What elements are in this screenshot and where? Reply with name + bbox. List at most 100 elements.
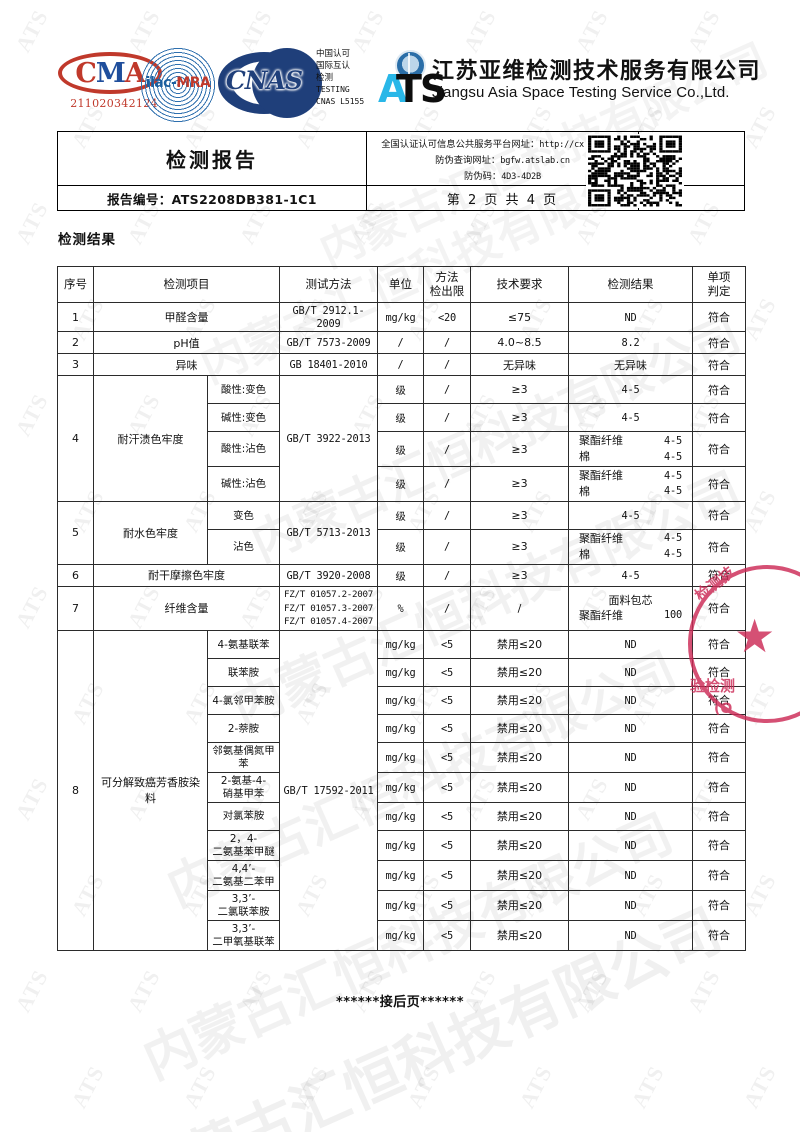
- antifake-code: 4D3-4D2B: [501, 171, 541, 182]
- cell-verdict: 符合: [692, 801, 746, 831]
- cell-test-method: GB/T 7573-2009: [279, 331, 378, 355]
- ilac-mra-logo: ilac-MRA: [140, 47, 216, 123]
- cell-verdict: 符合: [692, 829, 746, 861]
- cell-serial-number: 4: [57, 375, 94, 502]
- cell-detection-limit: /: [423, 331, 471, 355]
- cell-verdict: 符合: [692, 657, 746, 687]
- cell-result: 聚酯纤维 4-5 棉 4-5: [568, 466, 693, 502]
- company-name-en: Jiangsu Asia Space Testing Service Co.,L…: [432, 84, 730, 101]
- antifake-code-line: 防伪码：4D3-4D2B: [375, 169, 630, 185]
- cell-test-method: GB/T 3920-2008: [279, 563, 378, 587]
- cell-test-method: GB 18401-2010: [279, 353, 378, 377]
- ats-letter-a: A: [378, 67, 408, 111]
- table-row: 6 耐干摩擦色牢度 GB/T 3920-2008 级 / ≥3 4-5 符合: [57, 563, 746, 587]
- cell-test-item: pH值: [93, 331, 280, 355]
- cell-serial-number: 2: [57, 331, 94, 355]
- cell-test-subitem: 4-氯邻甲苯胺: [207, 685, 280, 715]
- cell-verdict: 符合: [692, 528, 746, 565]
- cell-test-method: GB/T 3922-2013: [279, 375, 378, 502]
- col-header-verdict-l1: 单项: [707, 270, 731, 284]
- report-title-box: 检测报告 全国认证认可信息公共服务平台网址：http://cx.cnca.cn …: [57, 131, 745, 211]
- col-header-unit: 单位: [377, 265, 424, 304]
- mra-label-text: MRA: [176, 75, 211, 91]
- table-row: 3,3’- 二甲氧基联苯 mg/kg <5 禁用≤20 ND 符合: [58, 919, 746, 951]
- cma-letter-m: M: [95, 57, 126, 89]
- cell-requirement: 禁用≤20: [470, 829, 569, 861]
- col-header-no: 序号: [57, 265, 94, 304]
- cell-result: ND: [568, 771, 693, 803]
- cell-detection-limit: /: [423, 375, 471, 405]
- cell-detection-limit: <5: [423, 713, 471, 743]
- report-title-cell: 检测报告: [58, 132, 367, 185]
- cell-requirement: ≥3: [470, 403, 569, 433]
- cell-test-subitem: 2-氨基-4- 硝基甲苯: [207, 771, 280, 803]
- cell-test-subitem: 2-萘胺: [207, 713, 280, 743]
- cnas-logo: CNAS: [218, 48, 322, 122]
- cell-verdict: 符合: [692, 585, 746, 631]
- table-row: 2 pH值 GB/T 7573-2009//4.0~8.5 8.2 符合: [57, 331, 746, 355]
- table-row: 2-氨基-4- 硝基甲苯 mg/kg <5 禁用≤20 ND 符合: [58, 771, 746, 803]
- cell-verdict: 符合: [692, 431, 746, 467]
- cell-detection-limit: <5: [423, 859, 471, 891]
- cell-result: ND: [568, 889, 693, 921]
- cell-result: 4-5: [568, 500, 693, 530]
- cell-unit: 级: [377, 431, 424, 467]
- cell-detection-limit: /: [423, 585, 471, 631]
- cell-requirement: ≥3: [470, 375, 569, 405]
- table-row: 酸性:沾色 级 / ≥3 聚酯纤维 4-5 棉 4-5 符合: [58, 431, 746, 467]
- cell-requirement: 禁用≤20: [470, 801, 569, 831]
- cell-detection-limit: /: [423, 563, 471, 587]
- cell-unit: %: [377, 585, 424, 631]
- cnas-line-4: TESTING: [316, 85, 350, 95]
- cell-requirement: 禁用≤20: [470, 889, 569, 921]
- col-header-verdict-l2: 判定: [707, 283, 731, 298]
- cell-test-item: 甲醛含量: [93, 302, 280, 333]
- antifake-url: bgfw.atslab.cn: [500, 155, 570, 166]
- cell-test-subitem: 碱性:变色: [207, 403, 280, 433]
- cell-requirement: ≥3: [470, 563, 569, 587]
- cell-result: 4-5: [568, 563, 693, 587]
- cell-detection-limit: /: [423, 353, 471, 377]
- cell-test-method: GB/T 17592-2011: [279, 629, 378, 951]
- cell-requirement: 禁用≤20: [470, 919, 569, 951]
- cell-requirement: 禁用≤20: [470, 859, 569, 891]
- cell-detection-limit: /: [423, 500, 471, 530]
- cell-serial-number: 5: [57, 500, 94, 565]
- cell-unit: mg/kg: [377, 889, 424, 921]
- cell-test-subitem: 酸性:沾色: [207, 431, 280, 467]
- table-head: 序号 检测项目 测试方法 单位 方法 检出限 技术要求 检测结果 单项 判定: [57, 265, 746, 304]
- col-header-method: 测试方法: [279, 265, 378, 304]
- cell-detection-limit: /: [423, 466, 471, 502]
- cell-test-subitem: 酸性:变色: [207, 375, 280, 405]
- watermark-ats: ATS: [10, 581, 54, 633]
- cell-result: ND: [568, 302, 693, 333]
- report-number-cell: 报告编号：ATS2208DB381-1C1: [58, 186, 367, 211]
- cnas-wordmark: CNAS: [225, 66, 303, 95]
- ilac-label-text: ilac-: [145, 75, 177, 91]
- cell-unit: mg/kg: [377, 801, 424, 831]
- report-header: CM A 211020342124 ilac-MRA CNAS 中国认可 国际互认…: [0, 0, 800, 128]
- company-name-cn: 江苏亚维检测技术服务有限公司: [432, 59, 762, 84]
- cell-test-subitem: 变色: [207, 500, 280, 530]
- cell-detection-limit: <5: [423, 829, 471, 861]
- cell-requirement: 4.0~8.5: [470, 331, 569, 355]
- cell-test-subitem: 4-氨基联苯: [207, 629, 280, 659]
- cell-detection-limit: <5: [423, 919, 471, 951]
- cell-verdict: 符合: [692, 629, 746, 659]
- watermark-ats: ATS: [10, 197, 54, 249]
- cell-requirement: ≥3: [470, 500, 569, 530]
- watermark-ats: ATS: [10, 773, 54, 825]
- cell-result: 聚酯纤维 4-5 棉 4-5: [568, 431, 693, 467]
- cell-result: 8.2: [568, 331, 693, 355]
- cell-detection-limit: <5: [423, 657, 471, 687]
- globe-icon: [395, 50, 426, 81]
- cell-test-method: GB/T 2912.1-2009: [279, 302, 378, 333]
- cell-requirement: 禁用≤20: [470, 713, 569, 743]
- watermark-ats: ATS: [178, 1061, 222, 1113]
- cell-verdict: 符合: [692, 889, 746, 921]
- cell-verdict: 符合: [692, 713, 746, 743]
- cell-test-subitem: 2，4- 二氨基苯甲醚: [207, 829, 280, 861]
- title-box-row-bottom: 报告编号：ATS2208DB381-1C1 第 2 页 共 4 页: [58, 186, 744, 211]
- cell-test-item: 耐干摩擦色牢度: [93, 563, 280, 587]
- cell-requirement: 禁用≤20: [470, 771, 569, 803]
